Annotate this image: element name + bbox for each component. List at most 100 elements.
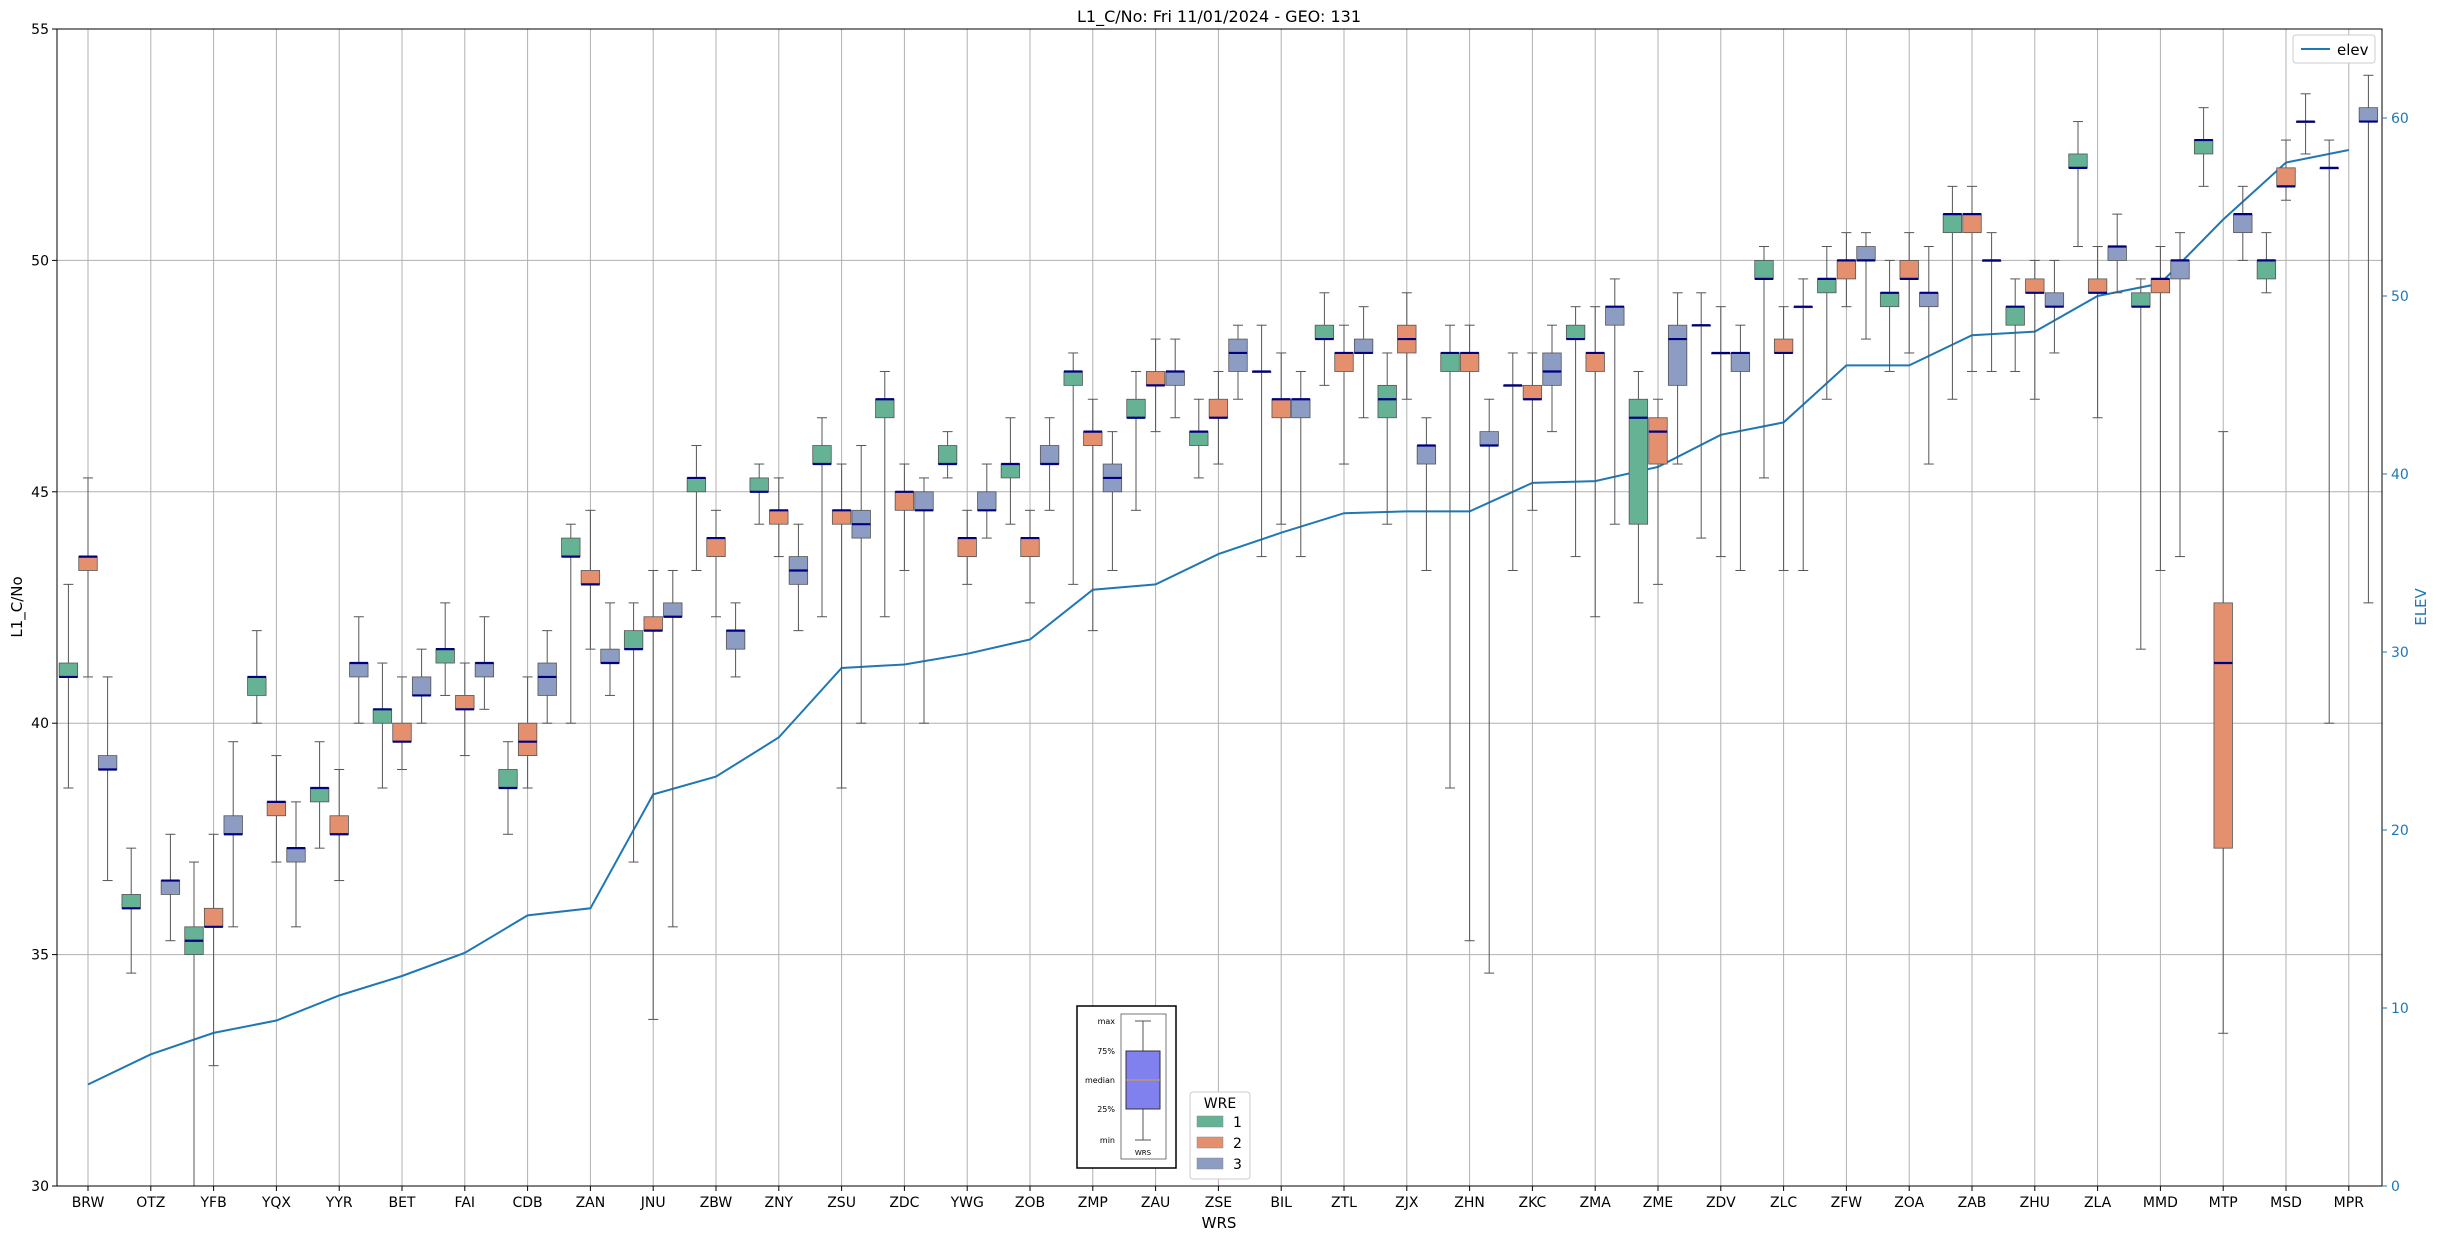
box-iqr (97, 755, 118, 770)
box-iqr (455, 695, 475, 710)
box-zab-wre1 (1942, 185, 1963, 400)
inset-label-q1: 25% (1097, 1105, 1115, 1114)
y2-tick-label: 40 (2391, 467, 2409, 483)
box-iqr (1291, 398, 1311, 419)
box-ywg-wre2 (957, 509, 977, 585)
box-iqr (1083, 431, 1103, 446)
box-iqr (266, 801, 287, 817)
y-tick-label: 40 (31, 716, 49, 732)
box-iqr (749, 477, 769, 493)
box-iqr (643, 616, 663, 632)
box-iqr (498, 769, 518, 789)
box-iqr (937, 445, 958, 465)
box-iqr (1585, 352, 1605, 372)
box-iqr (725, 630, 746, 650)
box-zoa-wre1 (1879, 259, 1900, 372)
box-otz-wre1 (121, 847, 141, 974)
x-tick-label: YFB (199, 1195, 226, 1211)
box-cdb-wre1 (498, 741, 518, 835)
box-iqr (1208, 398, 1229, 419)
box-zau-wre1 (1126, 370, 1146, 511)
box-iqr (1314, 324, 1335, 340)
box-iqr (812, 445, 832, 465)
elev-legend-label: elev (2337, 41, 2369, 59)
y-tick-label: 50 (31, 253, 49, 269)
box-zoa-wre3 (1919, 246, 1939, 465)
box-yqx-wre1 (247, 630, 267, 724)
wre-legend-frame (1189, 1091, 1251, 1180)
inset-boxplot-key: max 75% median 25% min WRS (1076, 1005, 1177, 1169)
box-iqr (623, 630, 644, 650)
box-iqr (894, 491, 915, 511)
box-iqr (831, 509, 852, 525)
wre-legend-swatch-3 (1196, 1157, 1224, 1170)
box-zjx-wre3 (1416, 417, 1437, 571)
box-iqr (349, 662, 369, 678)
box-fai-wre2 (455, 662, 475, 757)
box-iqr (1919, 292, 1939, 308)
box-iqr (247, 676, 267, 696)
box-iqr (2213, 602, 2233, 849)
y2-tick-label: 30 (2391, 645, 2409, 661)
box-iqr (2005, 306, 2025, 326)
box-zmp-wre3 (1102, 431, 1123, 571)
box-iqr (1165, 371, 1185, 386)
box-bil-wre3 (1291, 370, 1311, 558)
x-axis-label: WRS (1202, 1214, 1237, 1232)
box-iqr (580, 570, 601, 585)
box-zbw-wre1 (686, 445, 707, 571)
box-zjx-wre2 (1397, 292, 1417, 400)
box-iqr (2170, 259, 2190, 280)
box-zfw-wre3 (1856, 232, 1876, 340)
box-zmp-wre2 (1083, 398, 1103, 632)
x-tick-label: YYR (325, 1195, 353, 1211)
box-iqr (1879, 292, 1900, 308)
box-zkc-wre2 (1522, 352, 1543, 511)
x-tick-label: MMD (2143, 1195, 2178, 1211)
box-otz-wre3 (160, 833, 181, 942)
box-iqr (1605, 306, 1625, 326)
box-iqr (706, 537, 726, 557)
box-mtp-wre1 (2193, 107, 2214, 187)
box-zse-wre1 (1189, 398, 1209, 479)
box-iqr (2068, 153, 2088, 169)
box-iqr (914, 491, 934, 511)
box-zla-wre3 (2107, 213, 2127, 294)
box-msd-wre1 (2256, 232, 2277, 294)
box-ztl-wre1 (1314, 292, 1335, 386)
box-zla-wre1 (2068, 121, 2088, 248)
y-tick-label: 30 (31, 1179, 49, 1195)
wre-legend-swatch-2 (1196, 1136, 1224, 1149)
box-zab-wre3 (1981, 232, 2002, 372)
x-tick-label: ZHN (1454, 1195, 1485, 1211)
x-tick-label: ZJX (1395, 1195, 1419, 1211)
box-mtp-wre3 (2233, 185, 2253, 261)
box-yyr-wre3 (349, 616, 369, 724)
y2-tick-label: 60 (2391, 111, 2409, 127)
box-iqr (1648, 417, 1668, 465)
box-zhn-wre2 (1459, 324, 1480, 942)
x-tick-label: ZSE (1205, 1195, 1232, 1211)
box-zla-wre2 (2087, 246, 2108, 419)
x-tick-label: JNU (640, 1195, 666, 1211)
box-iqr (1628, 398, 1649, 525)
box-zhn-wre1 (1440, 324, 1460, 789)
box-iqr (1899, 259, 1919, 280)
box-iqr (537, 662, 557, 696)
box-iqr (1754, 259, 1774, 280)
box-yqx-wre3 (286, 801, 306, 928)
box-zoa-wre2 (1899, 232, 1919, 354)
box-zny-wre2 (769, 477, 789, 558)
wre-legend-label-3: 3 (1233, 1157, 1242, 1173)
box-iqr (1145, 371, 1166, 386)
box-iqr (1459, 352, 1480, 372)
box-bet-wre2 (392, 676, 412, 770)
box-iqr (2276, 167, 2296, 187)
box-zfw-wre1 (1817, 246, 1837, 400)
wre-legend: WRE 1 2 3 (1189, 1091, 1251, 1180)
box-msd-wre3 (2295, 93, 2316, 155)
box-zny-wre3 (788, 523, 809, 632)
box-iqr (2358, 107, 2379, 122)
x-tick-label: ZFW (1831, 1195, 1863, 1211)
